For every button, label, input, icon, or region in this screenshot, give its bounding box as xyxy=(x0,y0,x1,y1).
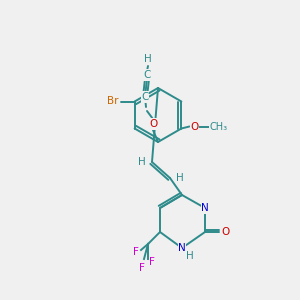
Text: F: F xyxy=(139,263,145,273)
Text: O: O xyxy=(149,119,157,129)
Text: C: C xyxy=(141,92,149,102)
Text: H: H xyxy=(144,54,152,64)
Text: H: H xyxy=(138,157,146,167)
Text: F: F xyxy=(149,257,155,267)
Text: H: H xyxy=(186,251,194,261)
Text: O: O xyxy=(190,122,199,131)
Text: N: N xyxy=(178,243,186,253)
Text: H: H xyxy=(176,173,184,183)
Text: O: O xyxy=(221,227,229,237)
Text: C: C xyxy=(143,70,151,80)
Text: F: F xyxy=(133,247,139,257)
Text: Br: Br xyxy=(107,97,118,106)
Text: CH₃: CH₃ xyxy=(209,122,227,131)
Text: N: N xyxy=(201,203,209,213)
